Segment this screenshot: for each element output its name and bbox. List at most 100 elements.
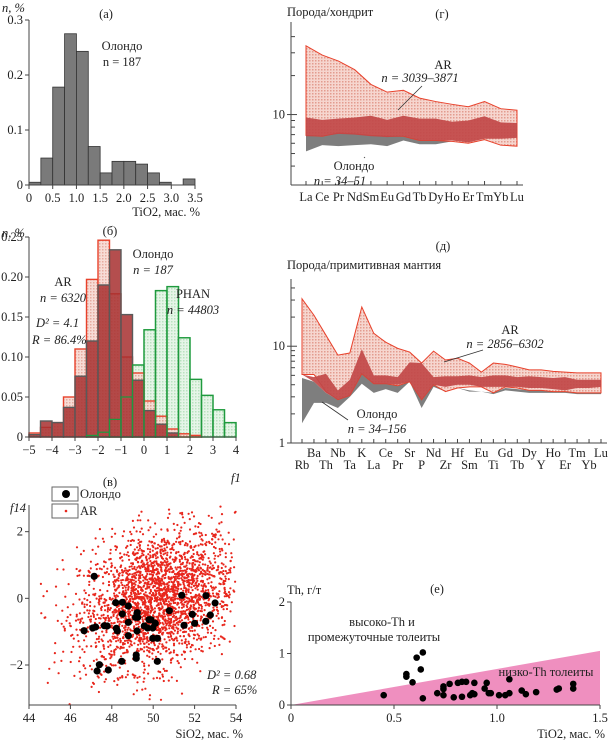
x-category-label: Nd <box>347 190 363 204</box>
ar-point <box>136 546 139 549</box>
x-tick-label: 48 <box>106 711 119 725</box>
ar-point <box>82 549 85 553</box>
ar-point <box>194 648 197 651</box>
ar-point <box>215 606 219 609</box>
ar-point <box>164 597 167 601</box>
ar-point <box>130 644 133 647</box>
ar-point <box>228 593 231 596</box>
ar-point <box>143 633 146 636</box>
x-tick-label: 0 <box>288 711 294 725</box>
ar-point <box>179 629 182 632</box>
ar-point <box>85 635 88 638</box>
ar-point <box>136 519 139 522</box>
ar-point <box>159 594 163 597</box>
ar-point <box>103 670 106 673</box>
ar-point <box>109 607 112 610</box>
ar-point <box>233 511 236 514</box>
ar-point <box>110 535 113 538</box>
ar-point <box>163 591 166 594</box>
ar-point <box>100 568 103 571</box>
ar-point <box>196 584 199 588</box>
ar-point <box>180 606 184 609</box>
ar-point <box>122 530 126 533</box>
x-tick-label: 1 <box>164 443 170 457</box>
ar-point <box>200 645 203 648</box>
ar-point <box>124 586 127 589</box>
ar-point <box>210 516 213 519</box>
ar-point <box>163 577 166 580</box>
panel-e-spider-mantle: (д) Порода/примитивная мантия 1 10 AR n =… <box>273 239 608 472</box>
ar-point <box>160 579 164 582</box>
ar-point <box>103 647 106 650</box>
ar-point <box>184 542 187 545</box>
ar-point <box>165 563 169 566</box>
ar-point <box>162 537 166 541</box>
ar-point <box>100 655 103 658</box>
ar-point <box>107 603 110 607</box>
ar-point <box>141 533 145 536</box>
x-category-label: Y <box>537 458 546 472</box>
histogram-bar-phan <box>189 378 203 438</box>
ar-point <box>101 575 104 579</box>
ar-point <box>167 575 170 579</box>
ar-point <box>75 546 79 549</box>
panel-a-annotation-n: n = 187 <box>103 55 141 69</box>
x-tick-label: 1.5 <box>592 711 608 725</box>
panel-f-low-label: низко-Th толеиты <box>499 665 594 679</box>
ar-point <box>159 627 162 631</box>
ar-point <box>140 527 143 530</box>
olondo-point <box>191 619 199 627</box>
ar-point <box>195 560 199 563</box>
ar-point <box>199 543 202 546</box>
ar-point <box>115 605 119 609</box>
ar-point <box>142 680 145 683</box>
ar-point <box>156 578 159 581</box>
ar-point <box>105 664 108 668</box>
data-point <box>555 685 563 692</box>
ar-point <box>151 556 155 559</box>
panel-a-annotation-name: Олондо <box>102 39 143 53</box>
ar-point <box>121 586 124 590</box>
ar-point <box>120 555 123 559</box>
ar-point <box>172 644 176 647</box>
histogram-bar <box>99 172 113 186</box>
ar-point <box>160 577 163 580</box>
histogram-bar <box>135 163 148 186</box>
ar-point <box>195 584 198 587</box>
y-tick-label: 0.25 <box>1 230 23 244</box>
ar-point <box>87 594 91 597</box>
ar-point <box>163 619 166 622</box>
ar-point <box>170 598 173 601</box>
histogram-bar-olondo <box>131 379 145 438</box>
ar-point <box>147 610 150 613</box>
ar-point <box>194 525 197 528</box>
ar-point <box>99 672 102 676</box>
ar-point <box>213 644 216 648</box>
ar-point <box>74 619 78 622</box>
ar-point <box>224 556 227 559</box>
ar-point <box>140 586 143 590</box>
ar-point <box>166 516 170 520</box>
ar-point <box>65 619 68 622</box>
ar-point <box>184 630 188 633</box>
ar-point <box>128 612 131 615</box>
ar-point <box>204 533 207 537</box>
ar-point <box>211 564 214 567</box>
ar-point <box>158 614 161 617</box>
data-point <box>380 691 388 699</box>
ar-point <box>169 624 172 628</box>
ar-point <box>105 599 108 602</box>
ar-point <box>176 571 179 575</box>
ar-point <box>200 637 203 640</box>
ar-point <box>161 645 164 648</box>
ar-point <box>224 552 227 555</box>
ar-point <box>198 647 201 651</box>
x-category-label: Ba <box>307 446 321 460</box>
ar-point <box>224 575 227 578</box>
y-tick-label: 0 <box>279 698 285 712</box>
ar-point <box>142 671 145 674</box>
x-category-label: La <box>367 458 381 472</box>
ar-point <box>131 600 135 604</box>
x-tick-label: 50 <box>147 711 160 725</box>
ar-point <box>228 596 231 599</box>
